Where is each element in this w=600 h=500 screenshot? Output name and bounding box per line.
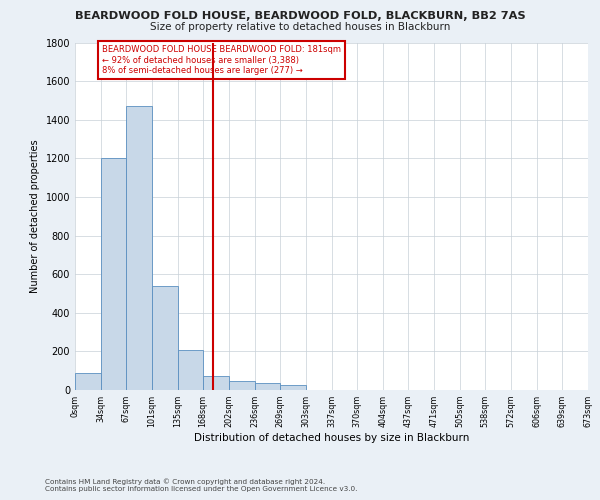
Text: Contains public sector information licensed under the Open Government Licence v3: Contains public sector information licen… <box>45 486 358 492</box>
Bar <box>203 376 229 390</box>
Bar <box>152 286 178 390</box>
Bar <box>255 383 280 390</box>
Bar <box>280 384 306 390</box>
Text: Contains HM Land Registry data © Crown copyright and database right 2024.: Contains HM Land Registry data © Crown c… <box>45 478 325 485</box>
Text: Size of property relative to detached houses in Blackburn: Size of property relative to detached ho… <box>150 22 450 32</box>
Bar <box>126 106 152 390</box>
Y-axis label: Number of detached properties: Number of detached properties <box>30 140 40 293</box>
Bar <box>178 350 203 390</box>
Text: BEARDWOOD FOLD HOUSE, BEARDWOOD FOLD, BLACKBURN, BB2 7AS: BEARDWOOD FOLD HOUSE, BEARDWOOD FOLD, BL… <box>74 11 526 21</box>
Bar <box>75 372 101 390</box>
Text: BEARDWOOD FOLD HOUSE BEARDWOOD FOLD: 181sqm
← 92% of detached houses are smaller: BEARDWOOD FOLD HOUSE BEARDWOOD FOLD: 181… <box>101 46 341 75</box>
Bar <box>101 158 126 390</box>
Bar <box>229 380 255 390</box>
X-axis label: Distribution of detached houses by size in Blackburn: Distribution of detached houses by size … <box>194 433 469 443</box>
